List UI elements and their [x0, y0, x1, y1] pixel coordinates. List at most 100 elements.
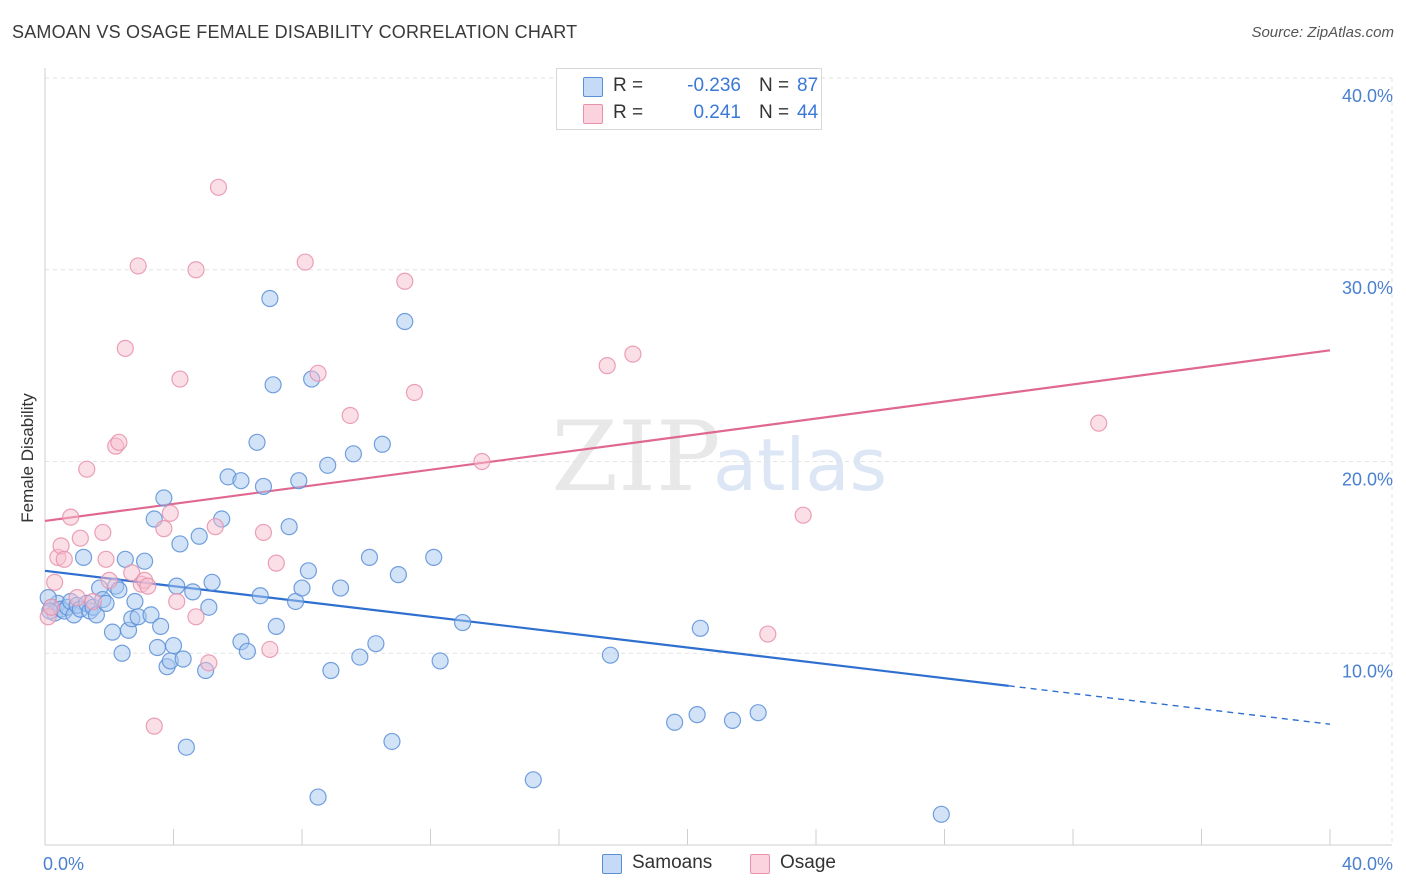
osage-point [139, 577, 157, 595]
samoans-point [190, 527, 208, 545]
samoans-point [319, 456, 337, 474]
axes [44, 68, 1392, 846]
samoans-point [290, 472, 308, 490]
y-tick-label: 20.0% [1342, 470, 1393, 490]
legend-label-samoans: Samoans [632, 852, 713, 873]
samoans-point [344, 445, 362, 463]
samoans-point [666, 713, 684, 731]
chart-title: SAMOAN VS OSAGE FEMALE DISABILITY CORREL… [12, 22, 578, 42]
samoans-point [135, 552, 154, 570]
samoans-point [148, 638, 167, 657]
r-label: R = [613, 102, 644, 123]
samoans-point [524, 771, 542, 789]
osage-point [129, 257, 147, 275]
r-value: 0.241 [693, 102, 741, 123]
osage-point [624, 345, 642, 363]
samoans-point [254, 477, 273, 496]
r-label: R = [613, 75, 644, 96]
samoans-point [383, 732, 401, 751]
osage-point [110, 433, 128, 451]
osage-point [84, 592, 102, 611]
n-label: N = [759, 102, 790, 123]
samoans-swatch [583, 77, 603, 97]
osage-point [100, 571, 118, 589]
legend-label-osage: Osage [780, 852, 836, 873]
osage-point [261, 640, 279, 659]
osage-point [116, 339, 134, 357]
osage-point [794, 506, 812, 524]
osage-point [405, 383, 424, 402]
osage-point [209, 178, 228, 196]
data-points [39, 178, 1108, 823]
osage-point [145, 717, 163, 735]
samoans-point [360, 548, 379, 566]
samoans-point [309, 788, 327, 806]
samoans-point [248, 433, 266, 451]
watermark-atlas: atlas [713, 423, 887, 507]
osage-point [171, 370, 189, 388]
osage-point [396, 272, 414, 290]
samoans-point [293, 579, 311, 597]
samoans-point [331, 579, 350, 597]
grid [45, 77, 1393, 845]
samoans-point [431, 652, 449, 670]
osage-swatch [583, 104, 603, 124]
samoans-point [168, 577, 186, 595]
samoans-point [171, 535, 189, 553]
y-tick-label: 40.0% [1342, 86, 1393, 106]
n-value: 87 [797, 75, 819, 96]
samoans-point [691, 619, 709, 637]
samoans-point [601, 646, 620, 664]
osage-point [161, 504, 179, 522]
samoans-point [174, 650, 192, 668]
osage-point [309, 364, 327, 382]
samoans-point [723, 711, 742, 729]
samoans-point [126, 592, 144, 611]
osage-point [155, 520, 173, 538]
watermark: ZIP atlas [551, 401, 887, 513]
samoans-point [74, 548, 93, 566]
samoans-point [373, 435, 391, 453]
osage-point [254, 523, 273, 542]
samoans-point [454, 613, 472, 632]
samoans-point [152, 617, 170, 636]
samoans-point [299, 562, 318, 580]
osage-point [71, 529, 89, 547]
x-tick-label: 0.0% [43, 854, 84, 874]
osage-point [598, 357, 616, 375]
samoans-point [177, 738, 195, 756]
series-legend: Samoans Osage [0, 850, 1406, 878]
samoans-point [251, 587, 269, 605]
osage-point [206, 518, 224, 536]
correlation-legend: R = -0.236 N = 87 R = 0.241 N = 44 [556, 68, 822, 130]
osage-point [187, 608, 205, 626]
samoans-trend-extension [1008, 685, 1331, 725]
samoans-point [232, 472, 250, 490]
samoans-point [749, 704, 767, 722]
samoans-point [261, 289, 279, 308]
samoans-point [396, 312, 414, 331]
osage-point [46, 573, 64, 591]
osage-point [296, 253, 314, 271]
samoans-point [142, 606, 160, 624]
samoans-point [200, 598, 218, 616]
osage-point [42, 598, 61, 616]
osage-point [123, 564, 141, 582]
r-value: -0.236 [687, 75, 741, 96]
samoans-point [184, 583, 202, 601]
samoans-point [238, 642, 256, 660]
osage-swatch [750, 854, 770, 874]
samoans-point [103, 623, 122, 641]
samoans-point [351, 648, 369, 666]
samoans-point [155, 489, 173, 507]
osage-point [200, 654, 218, 672]
osage-point [68, 589, 86, 607]
osage-point [55, 550, 73, 568]
samoans-point [113, 644, 131, 662]
tick-labels: 10.0% 20.0% 30.0% 40.0% 0.0% 40.0% [43, 86, 1393, 874]
osage-point [78, 460, 96, 478]
samoans-point [264, 376, 282, 394]
samoans-point [280, 518, 298, 536]
osage-point [187, 261, 205, 279]
